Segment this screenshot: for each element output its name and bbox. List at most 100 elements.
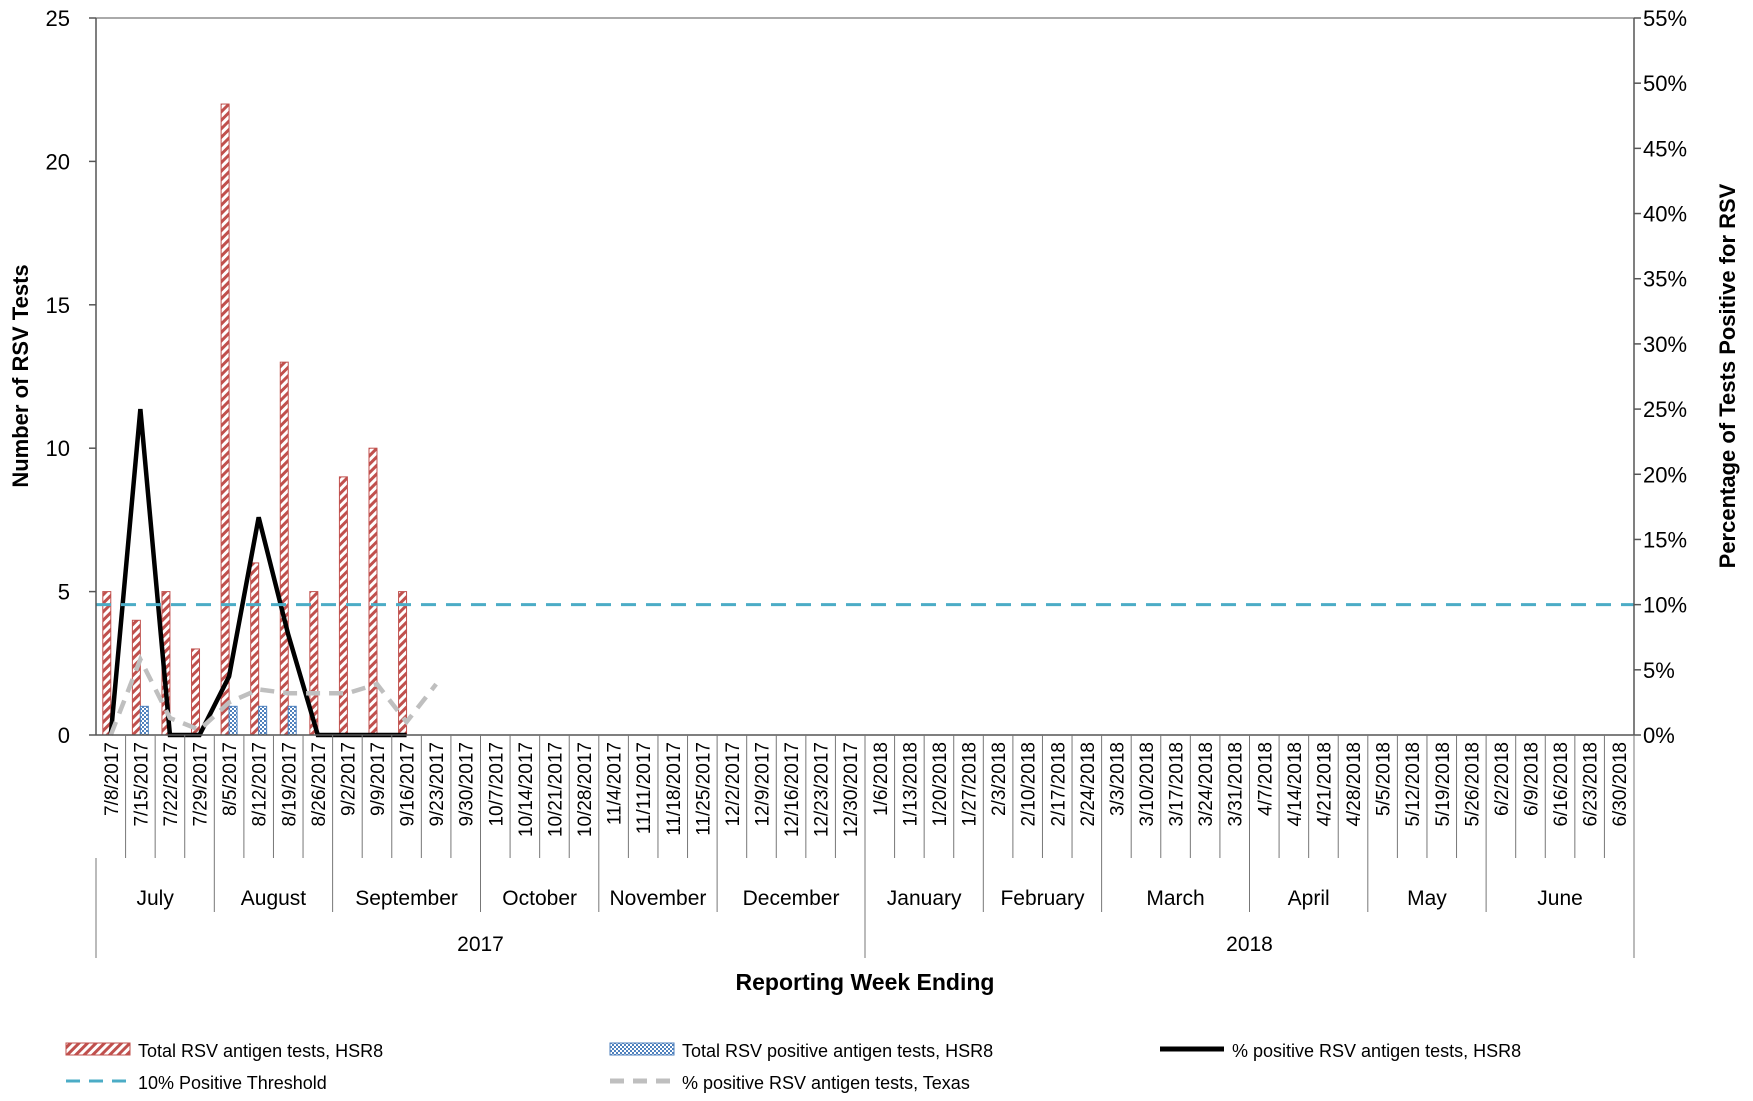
month-label: February bbox=[1000, 887, 1085, 910]
week-label: 1/6/2018 bbox=[871, 742, 892, 816]
right-tick-label: 20% bbox=[1643, 462, 1687, 487]
week-label: 11/4/2017 bbox=[605, 742, 626, 825]
week-label: 4/21/2018 bbox=[1314, 742, 1335, 827]
week-label: 5/19/2018 bbox=[1433, 742, 1454, 827]
legend-label: % positive RSV antigen tests, HSR8 bbox=[1232, 1041, 1521, 1061]
week-label: 1/20/2018 bbox=[930, 742, 951, 827]
x-axis-title: Reporting Week Ending bbox=[736, 969, 995, 995]
week-label: 6/9/2018 bbox=[1521, 742, 1542, 816]
week-label: 7/15/2017 bbox=[131, 742, 152, 827]
bar-positive-tests bbox=[228, 705, 238, 736]
week-label: 11/18/2017 bbox=[664, 742, 685, 836]
month-label: July bbox=[136, 887, 174, 910]
week-label: 8/12/2017 bbox=[250, 742, 271, 827]
bar-positive-tests bbox=[258, 705, 268, 736]
right-tick-label: 30% bbox=[1643, 332, 1687, 357]
week-label: 5/5/2018 bbox=[1374, 742, 1395, 816]
week-label: 9/16/2017 bbox=[398, 742, 419, 827]
week-label: 12/16/2017 bbox=[782, 742, 803, 837]
bar-total-tests bbox=[398, 591, 408, 736]
week-label: 12/23/2017 bbox=[812, 742, 833, 837]
week-label: 12/9/2017 bbox=[752, 742, 773, 827]
week-label: 5/26/2018 bbox=[1462, 742, 1483, 827]
bar-total-tests bbox=[279, 361, 289, 736]
week-label: 11/25/2017 bbox=[693, 742, 714, 836]
legend-label: 10% Positive Threshold bbox=[138, 1073, 327, 1093]
week-label: 8/26/2017 bbox=[309, 742, 330, 827]
week-label: 10/7/2017 bbox=[486, 742, 507, 827]
right-tick-label: 5% bbox=[1643, 658, 1675, 683]
month-label: October bbox=[502, 887, 577, 910]
left-axis-title: Number of RSV Tests bbox=[8, 264, 33, 487]
right-tick-label: 55% bbox=[1643, 6, 1687, 31]
bar-total-tests bbox=[102, 591, 112, 736]
week-label: 3/31/2018 bbox=[1226, 742, 1247, 827]
week-label: 8/19/2017 bbox=[279, 742, 300, 827]
left-tick-label: 5 bbox=[58, 580, 70, 605]
week-label: 4/14/2018 bbox=[1285, 742, 1306, 827]
week-label: 7/22/2017 bbox=[161, 742, 182, 827]
week-label: 2/10/2018 bbox=[1019, 742, 1040, 827]
right-tick-label: 10% bbox=[1643, 593, 1687, 618]
week-label: 2/3/2018 bbox=[989, 742, 1010, 816]
line-texas-percent-positive bbox=[108, 653, 438, 736]
week-label: 10/21/2017 bbox=[545, 742, 566, 837]
left-tick-label: 25 bbox=[46, 6, 70, 31]
week-label: 1/27/2018 bbox=[960, 742, 981, 827]
month-label: June bbox=[1537, 887, 1583, 910]
month-label: December bbox=[743, 887, 840, 910]
legend-swatch-positive-tests bbox=[609, 1042, 675, 1056]
month-label: August bbox=[241, 887, 307, 910]
right-tick-label: 0% bbox=[1643, 723, 1675, 748]
week-label: 10/28/2017 bbox=[575, 742, 596, 837]
month-label: January bbox=[887, 887, 962, 910]
week-label: 3/3/2018 bbox=[1107, 742, 1128, 816]
week-label: 6/30/2018 bbox=[1610, 742, 1631, 827]
year-label: 2018 bbox=[1226, 933, 1273, 956]
week-label: 1/13/2018 bbox=[900, 742, 921, 827]
bar-positive-tests bbox=[139, 705, 149, 736]
left-tick-label: 0 bbox=[58, 723, 70, 748]
week-label: 6/23/2018 bbox=[1581, 742, 1602, 827]
week-label: 2/24/2018 bbox=[1078, 742, 1099, 827]
bar-total-tests bbox=[250, 562, 260, 736]
month-label: May bbox=[1407, 887, 1447, 910]
right-tick-label: 50% bbox=[1643, 71, 1687, 96]
week-label: 3/17/2018 bbox=[1167, 742, 1188, 827]
right-tick-label: 45% bbox=[1643, 136, 1687, 161]
week-label: 12/30/2017 bbox=[841, 742, 862, 837]
bar-total-tests bbox=[191, 648, 201, 736]
right-tick-label: 35% bbox=[1643, 267, 1687, 292]
week-label: 3/24/2018 bbox=[1196, 742, 1217, 827]
right-tick-label: 15% bbox=[1643, 527, 1687, 552]
week-label: 9/2/2017 bbox=[338, 742, 359, 816]
week-label: 5/12/2018 bbox=[1403, 742, 1424, 827]
week-label: 4/28/2018 bbox=[1344, 742, 1365, 827]
month-label: November bbox=[610, 887, 707, 910]
legend-label: Total RSV positive antigen tests, HSR8 bbox=[682, 1041, 993, 1061]
left-tick-label: 10 bbox=[46, 436, 70, 461]
bar-total-tests bbox=[368, 447, 378, 736]
legend-swatch-total-tests bbox=[65, 1042, 131, 1056]
week-label: 11/11/2017 bbox=[634, 742, 655, 834]
week-label: 9/30/2017 bbox=[457, 742, 478, 827]
year-label: 2017 bbox=[457, 933, 504, 956]
week-label: 9/9/2017 bbox=[368, 742, 389, 816]
week-label: 7/29/2017 bbox=[191, 742, 212, 827]
week-label: 8/5/2017 bbox=[220, 742, 241, 816]
legend-label: % positive RSV antigen tests, Texas bbox=[682, 1073, 970, 1093]
left-tick-label: 15 bbox=[46, 293, 70, 318]
bar-total-tests bbox=[220, 103, 230, 736]
week-label: 6/2/2018 bbox=[1492, 742, 1513, 816]
right-axis-title: Percentage of Tests Positive for RSV bbox=[1715, 183, 1740, 568]
week-label: 12/2/2017 bbox=[723, 742, 744, 827]
bar-total-tests bbox=[131, 619, 141, 736]
week-label: 9/23/2017 bbox=[427, 742, 448, 827]
right-tick-label: 25% bbox=[1643, 397, 1687, 422]
bar-positive-tests bbox=[287, 705, 297, 736]
week-label: 4/7/2018 bbox=[1255, 742, 1276, 816]
left-tick-label: 20 bbox=[46, 149, 70, 174]
week-label: 10/14/2017 bbox=[516, 742, 537, 837]
week-label: 6/16/2018 bbox=[1551, 742, 1572, 827]
